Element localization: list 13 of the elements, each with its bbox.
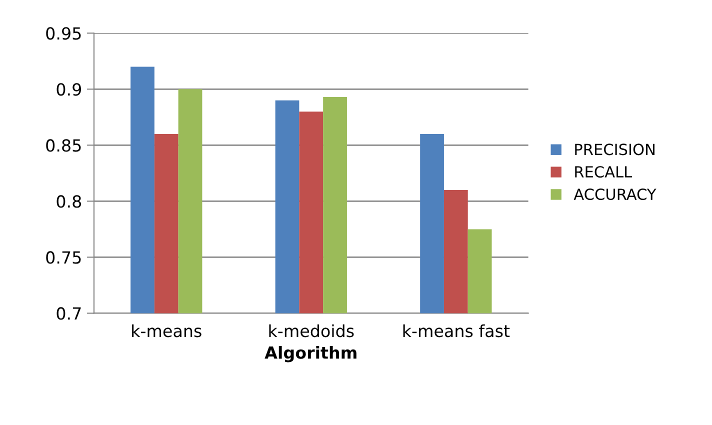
legend-label: ACCURACY (574, 188, 656, 200)
x-tick-label: k-means fast (403, 324, 510, 338)
y-tick-label: 0.75 (46, 251, 81, 264)
y-tick-label: 0.7 (56, 307, 81, 320)
y-tick-label: 0.95 (46, 27, 81, 40)
legend-label: PRECISION (575, 144, 654, 156)
x-tick-label: k-means (132, 324, 202, 338)
x-tick-label: k-medoids (269, 324, 354, 338)
x-axis-title: Algorithm (264, 346, 356, 362)
y-tick-label: 0.9 (56, 83, 82, 96)
y-tick-label: 0.8 (56, 195, 82, 208)
legend-label: RECALL (575, 166, 632, 178)
y-tick-label: 0.85 (46, 139, 81, 152)
